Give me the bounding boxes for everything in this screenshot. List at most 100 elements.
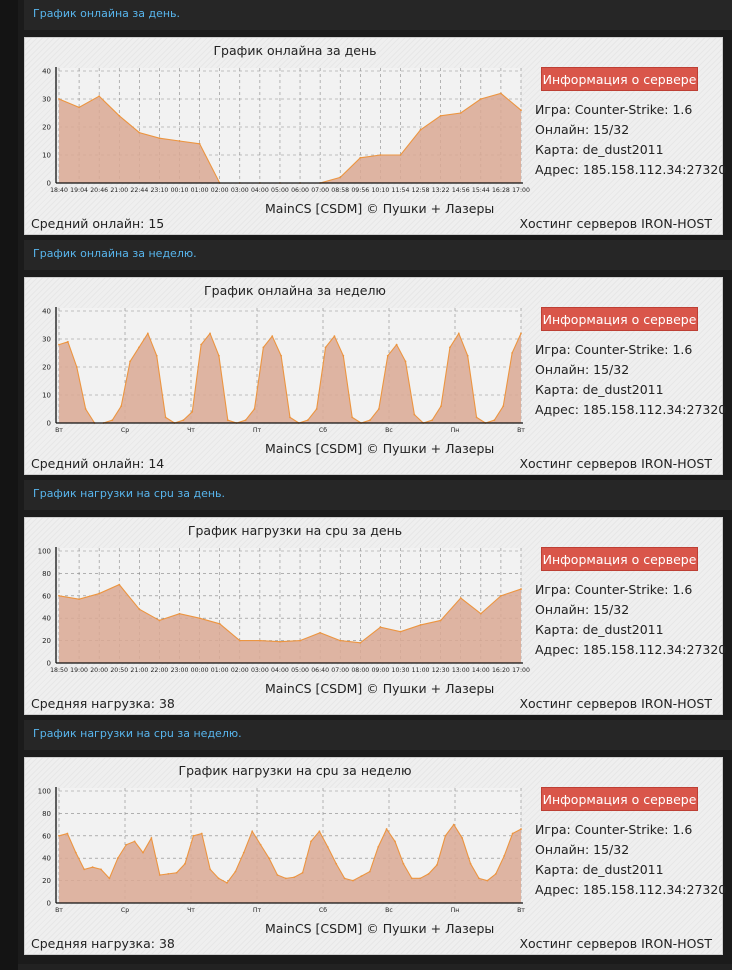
y-tick-label: 20: [42, 877, 51, 885]
data-point: [209, 332, 211, 335]
x-tick-label: Сб: [319, 426, 327, 434]
average-label: Средний онлайн: 14: [31, 456, 165, 471]
hosting-link[interactable]: Хостинг серверов IRON-HOST: [519, 456, 712, 471]
x-tick-label: 02:00: [211, 187, 229, 194]
data-point: [469, 862, 472, 865]
data-point: [192, 834, 195, 837]
data-point: [146, 332, 149, 335]
cpu-day-chart: 0 20 40 60 80 100 18:50 19:00 20:00 20:50 21:00 22:…: [38, 547, 530, 674]
online-info: Онлайн: 15/32: [535, 362, 630, 377]
data-point: [459, 112, 462, 114]
data-point: [262, 346, 265, 349]
section-link[interactable]: График онлайна за неделю.: [33, 247, 197, 260]
data-point: [284, 877, 287, 880]
hosting-link[interactable]: Хостинг серверов IRON-HOST: [519, 216, 712, 231]
data-point: [289, 416, 291, 419]
x-tick-label: 00:10: [171, 187, 189, 194]
x-tick-label: Чт: [187, 427, 195, 434]
series-area: [59, 584, 521, 663]
y-tick-label: 40: [42, 855, 51, 863]
data-point: [198, 617, 201, 620]
server-info-button[interactable]: Информация о сервере: [541, 67, 698, 91]
data-point: [84, 408, 87, 410]
x-tick-label: 14:56: [452, 187, 470, 194]
average-label: Средний онлайн: 15: [31, 216, 165, 231]
data-point: [449, 346, 451, 349]
data-point: [452, 823, 455, 826]
x-tick-label: 03:00: [231, 187, 249, 194]
y-tick-label: 80: [42, 570, 51, 578]
chart-title: График онлайна за день: [213, 43, 377, 58]
data-point: [98, 95, 101, 98]
data-point: [419, 128, 422, 131]
section-link[interactable]: График онлайна за день.: [33, 7, 181, 20]
online-info: Онлайн: 15/32: [535, 602, 630, 617]
data-point: [198, 142, 201, 145]
data-point: [394, 840, 396, 843]
server-info-button[interactable]: Информация о сервере: [541, 307, 698, 331]
data-point: [258, 639, 261, 642]
data-point: [386, 354, 389, 357]
data-point: [58, 594, 60, 597]
data-point: [459, 597, 462, 599]
data-point: [413, 413, 416, 416]
data-point: [379, 154, 382, 156]
data-point: [439, 619, 442, 622]
data-point: [138, 608, 141, 611]
x-tick-label: 23:00: [171, 667, 189, 674]
chart-card: График онлайна за неделю 0 10 20 30 40 Вт Ср Чт…: [24, 277, 726, 475]
data-point: [342, 354, 345, 357]
chart-card: График онлайна за день 0 10 20 30 40 18:40 19:…: [24, 37, 726, 235]
x-tick-label: Ср: [121, 907, 129, 914]
data-point: [58, 98, 60, 100]
data-point: [500, 594, 502, 597]
x-tick-label: 23:10: [151, 187, 169, 194]
data-point: [419, 624, 422, 626]
online-info: Онлайн: 15/32: [535, 122, 630, 137]
x-tick-label: 01:00: [211, 667, 229, 674]
data-point: [335, 862, 338, 865]
data-point: [475, 416, 478, 419]
x-tick-label: Вт: [517, 427, 525, 434]
server-info-button[interactable]: Информация о сервере: [541, 787, 698, 811]
data-point: [251, 830, 254, 833]
x-tick-label: 11:00: [412, 667, 430, 674]
server-info-button[interactable]: Информация о сервере: [541, 547, 698, 571]
y-tick-label: 0: [47, 900, 51, 908]
data-point: [359, 641, 362, 644]
x-tick-label: Вс: [385, 907, 393, 914]
hosting-link[interactable]: Хостинг серверов IRON-HOST: [519, 696, 712, 711]
x-tick-label: 12:30: [432, 667, 450, 674]
game-info: Игра: Counter-Strike: 1.6: [535, 102, 693, 117]
x-tick-label: Пт: [253, 907, 262, 914]
average-label: Средняя нагрузка: 38: [31, 936, 175, 951]
data-point: [111, 419, 114, 422]
section-link[interactable]: График нагрузки на cpu за день.: [33, 487, 226, 500]
section-link[interactable]: График нагрузки на cpu за неделю.: [33, 727, 242, 740]
data-point: [368, 870, 371, 873]
data-point: [125, 843, 128, 846]
x-tick-label: 11:54: [392, 187, 410, 194]
data-point: [440, 405, 442, 408]
data-point: [74, 851, 77, 854]
x-tick-label: 10:30: [392, 667, 410, 674]
data-point: [343, 877, 346, 880]
y-tick-label: 0: [47, 420, 51, 428]
data-point: [427, 872, 430, 875]
y-tick-label: 80: [42, 810, 51, 818]
data-point: [268, 857, 270, 860]
y-tick-label: 10: [42, 392, 51, 400]
x-tick-label: Вс: [385, 427, 393, 434]
data-point: [439, 114, 442, 117]
data-point: [318, 830, 321, 833]
data-point: [377, 846, 380, 848]
hosting-link[interactable]: Хостинг серверов IRON-HOST: [519, 936, 712, 951]
data-point: [326, 846, 329, 848]
data-point: [259, 843, 262, 846]
data-point: [479, 98, 482, 100]
data-point: [502, 405, 505, 408]
data-point: [339, 176, 342, 179]
x-tick-label: Вт: [517, 907, 525, 914]
data-point: [155, 354, 158, 357]
data-point: [108, 877, 111, 880]
